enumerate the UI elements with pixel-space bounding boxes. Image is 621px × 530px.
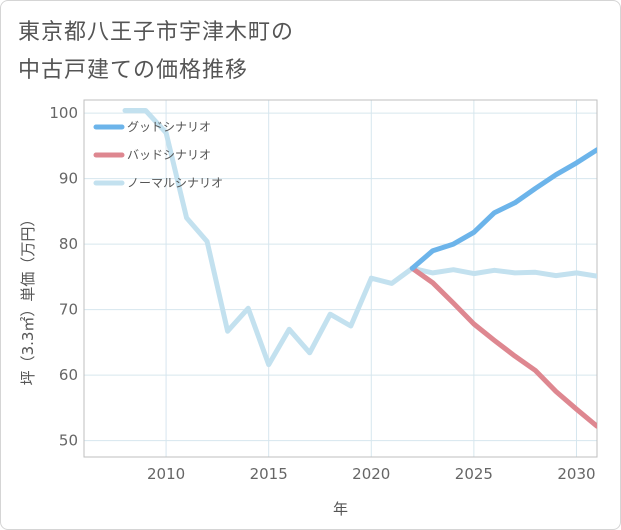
series-line-normal	[122, 108, 597, 368]
legend-label: グッドシナリオ	[127, 120, 211, 134]
x-tick-label: 2025	[455, 465, 493, 483]
x-tick-label: 2015	[250, 465, 288, 483]
y-tick-label: 90	[59, 170, 78, 188]
legend-label: ノーマルシナリオ	[127, 176, 223, 190]
series-line-good	[409, 147, 597, 271]
y-tick-label: 50	[59, 432, 78, 450]
x-axis-ticks: 2010 2015 2020 2025 2030	[147, 465, 596, 483]
chart-title-line2: 中古戸建ての価格推移	[18, 58, 249, 83]
x-tick-label: 2020	[352, 465, 390, 483]
y-tick-label: 60	[59, 366, 78, 384]
chart-title: 東京都八王子市宇津木町の 中古戸建ての価格推移	[18, 14, 378, 90]
x-axis-label: 年	[333, 500, 348, 518]
series-line-bad	[409, 265, 597, 429]
x-tick-label: 2010	[147, 465, 185, 483]
y-tick-label: 100	[49, 104, 78, 122]
y-axis-label: 坪（3.3㎡）単価（万円）	[19, 212, 37, 386]
y-tick-label: 80	[59, 235, 78, 253]
series-lines	[122, 108, 597, 429]
x-tick-label: 2030	[557, 465, 595, 483]
grid	[84, 100, 597, 457]
chart-title-line1: 東京都八王子市宇津木町の	[18, 20, 295, 45]
y-axis-ticks: 50 60 70 80 90 100	[49, 104, 78, 450]
legend-label: バッドシナリオ	[127, 148, 211, 162]
y-tick-label: 70	[59, 301, 78, 319]
